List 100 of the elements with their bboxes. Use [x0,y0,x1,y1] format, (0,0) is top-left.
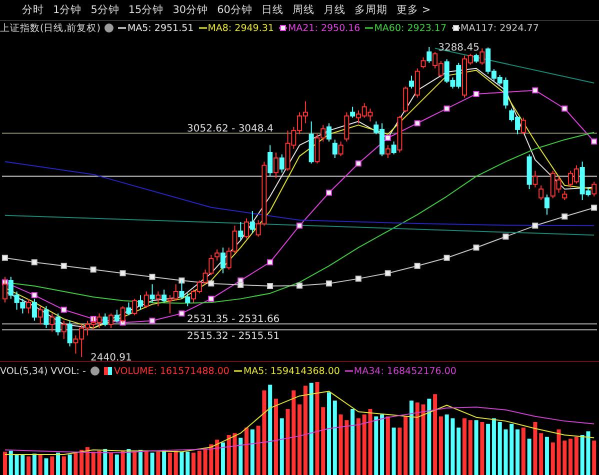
bar [62,456,66,475]
bar [192,452,196,475]
bar [474,420,478,475]
point [178,278,185,284]
bar [539,433,544,475]
legend-label: MA60: 2923.17 [374,22,447,34]
bar [533,422,538,475]
bar [433,394,438,475]
point [562,106,568,112]
chart-title: VOL(5,34) VVOL: - [0,366,86,376]
bar [238,438,243,475]
bar [156,452,160,475]
point [238,282,244,288]
bar [374,416,378,475]
text: 5分钟 [90,3,120,17]
point [355,160,362,166]
bar [74,452,78,475]
bar [438,416,443,475]
bar [3,452,7,475]
bar [180,452,184,475]
bar [226,435,231,475]
bar [480,422,484,475]
bar [150,452,154,475]
candlestick [238,222,244,241]
text: 1分钟 [53,3,82,17]
legend-label: MA5: 2951.51 [127,22,194,34]
bar [380,414,384,475]
bar [8,450,13,475]
bar [568,438,573,475]
candlestick [273,152,278,179]
bar [468,420,472,475]
point [149,274,156,280]
legend-label: MA117: 2924.77 [460,22,539,34]
bar [38,454,42,475]
point [31,259,38,266]
bar [114,454,119,475]
point [444,254,450,261]
point [473,90,480,97]
point [60,306,67,313]
ref-line-label: 3052.62 - 3048.4 [187,123,274,134]
annotation: 2440.91 [90,352,132,364]
candlestick [544,194,550,216]
text: 月线 [324,3,346,17]
bar [315,382,320,475]
bar [421,404,426,475]
text: 60分钟 [217,3,252,17]
bar [268,384,272,475]
bar [404,416,408,475]
text: 日线 [262,3,284,17]
bar [44,458,48,475]
legend-label: MA34: 168452176.00 [354,366,456,376]
annotation: 3288.45 [438,42,480,54]
point [178,310,185,316]
bar [103,448,108,475]
bar [516,429,520,475]
bar [456,428,461,475]
point [296,222,302,229]
point [414,120,420,126]
bar [462,418,467,475]
point [149,318,156,324]
bar [550,442,555,475]
point [31,292,38,298]
legend-label: MA5: 159414368.00 [243,366,340,376]
point [473,244,480,251]
point [502,234,509,240]
bar [80,450,84,475]
candlestick [220,247,226,274]
text: 多周期 [354,3,388,17]
bar [309,382,314,475]
point [208,296,214,302]
bar [303,386,308,475]
bar [356,418,360,475]
bar [521,428,526,475]
bar [574,436,578,475]
bar [427,398,432,475]
bar [26,456,31,475]
point [120,270,126,276]
bar [510,424,514,475]
bar [197,450,202,475]
candlestick [268,144,273,177]
candlestick [138,294,143,310]
point [60,262,67,269]
point [2,254,8,261]
bar [126,448,131,475]
ref-line-label: 2531.35 - 2531.66 [187,314,280,326]
legend-label: VOLUME: 161571488.00 [114,366,230,376]
bar [386,416,390,475]
bar [144,450,148,475]
point [326,280,332,286]
bar [32,454,36,475]
bar [492,418,496,475]
chart-title: 上证指数(日线,前复权) [0,22,100,34]
bar [120,450,125,475]
bar [109,452,114,475]
candlestick [38,306,43,325]
point [296,282,302,289]
legend-label: MA8: 2949.31 [208,22,274,34]
bar [350,408,355,475]
bar [409,400,414,475]
bar [250,429,254,475]
